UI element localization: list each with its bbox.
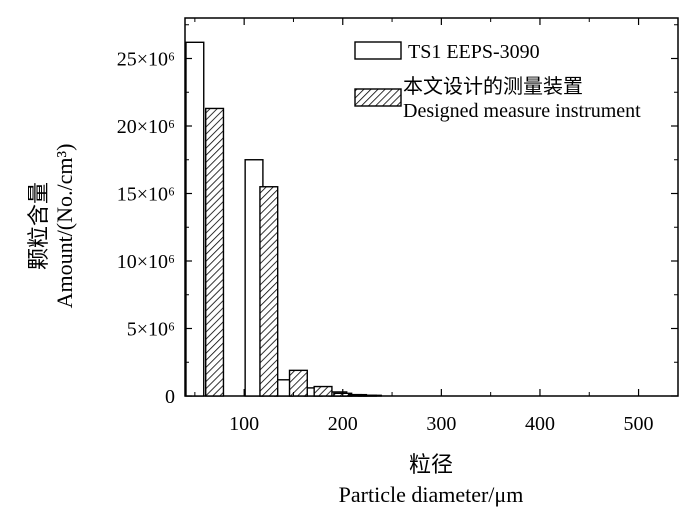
y-axis: 0 5×10⁶ 10×10⁶ 15×10⁶ 20×10⁶ 25×10⁶ [117,24,678,408]
y-axis-title-en: Amount/(No./cm³) [52,144,77,309]
x-tick-label-3: 400 [525,413,555,435]
bar-ts1-0 [185,41,205,397]
y-tick-label-1: 5×10⁶ [127,319,175,341]
x-axis: 100 200 300 400 500 [194,18,654,435]
bar-designed-1 [259,186,279,397]
x-tick-label-1: 200 [328,413,358,435]
x-tick-label-2: 300 [426,413,456,435]
y-axis-title-cn: 颗粒含量 [26,182,51,270]
y-tick-label-2: 10×10⁶ [117,251,175,273]
bar-designed-3 [313,385,333,397]
x-axis-title-cn: 粒径 [409,452,453,477]
legend-swatch-designed [354,88,402,107]
bar-designed-2 [288,369,308,397]
y-tick-label-0: 0 [165,386,175,408]
y-tick-label-4: 20×10⁶ [117,116,175,138]
x-tick-label-4: 500 [624,413,654,435]
legend-label-designed-en: Designed measure instrument [403,100,641,122]
legend-swatch-ts1 [354,41,402,60]
bars-layer [185,41,382,397]
bar-designed-0 [205,107,225,397]
plot-frame [184,17,679,397]
x-axis-title-en: Particle diameter/μm [339,482,524,507]
legend: TS1 EEPS-3090 本文设计的测量装置 Designed measure… [354,41,641,122]
y-tick-label-3: 15×10⁶ [117,184,175,206]
x-tick-label-0: 100 [229,413,259,435]
legend-label-ts1: TS1 EEPS-3090 [408,41,540,63]
bar-designed-6 [362,394,382,397]
legend-label-designed-cn: 本文设计的测量装置 [403,75,583,98]
y-tick-label-5: 25×10⁶ [117,49,175,71]
